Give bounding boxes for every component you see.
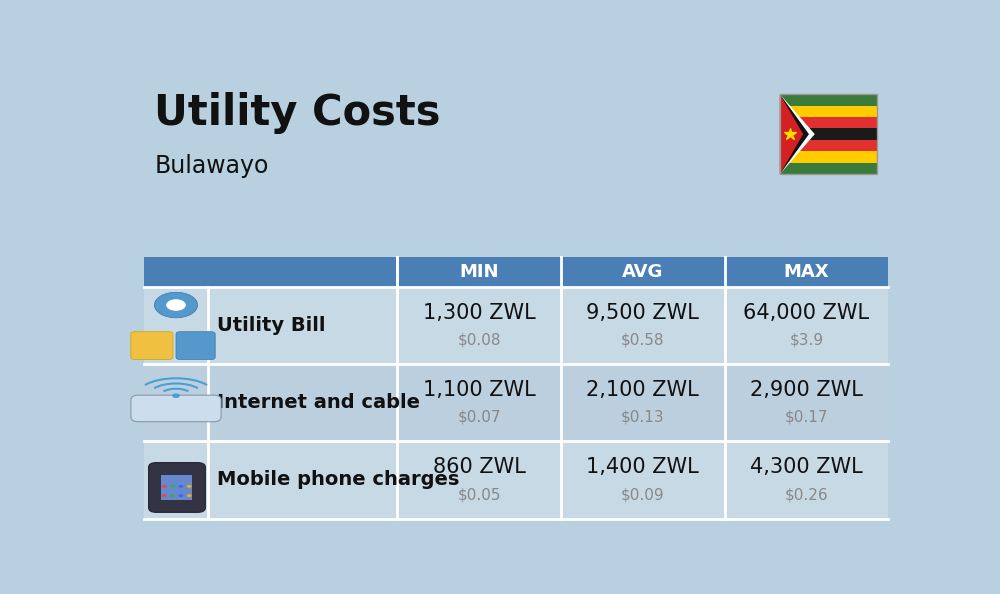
Circle shape xyxy=(162,494,167,497)
Bar xyxy=(780,151,877,163)
Text: Mobile phone charges: Mobile phone charges xyxy=(217,470,459,489)
Bar xyxy=(780,163,877,174)
Bar xyxy=(144,364,888,441)
FancyBboxPatch shape xyxy=(149,463,205,513)
Text: MAX: MAX xyxy=(784,263,829,280)
Circle shape xyxy=(162,485,167,488)
Bar xyxy=(161,475,192,500)
Text: $0.13: $0.13 xyxy=(621,410,665,425)
Text: 2,900 ZWL: 2,900 ZWL xyxy=(750,380,863,400)
Bar xyxy=(144,257,888,287)
Bar xyxy=(144,287,888,364)
Circle shape xyxy=(170,485,175,488)
Text: Bulawayo: Bulawayo xyxy=(154,154,269,178)
Bar xyxy=(144,441,888,519)
Circle shape xyxy=(178,485,183,488)
Text: Utility Bill: Utility Bill xyxy=(217,316,325,335)
Bar xyxy=(144,287,208,364)
Text: 64,000 ZWL: 64,000 ZWL xyxy=(743,302,870,323)
Text: AVG: AVG xyxy=(622,263,664,280)
Text: 1,300 ZWL: 1,300 ZWL xyxy=(423,302,536,323)
Circle shape xyxy=(178,494,183,497)
Circle shape xyxy=(166,299,186,311)
Circle shape xyxy=(187,485,192,488)
FancyBboxPatch shape xyxy=(131,395,221,422)
Bar xyxy=(780,94,877,106)
Polygon shape xyxy=(780,94,809,174)
Text: $0.58: $0.58 xyxy=(621,333,665,347)
Text: $0.09: $0.09 xyxy=(621,487,665,502)
Bar xyxy=(780,94,877,174)
Bar xyxy=(780,140,877,151)
Polygon shape xyxy=(780,94,803,174)
Text: $0.26: $0.26 xyxy=(785,487,828,502)
Text: 1,100 ZWL: 1,100 ZWL xyxy=(423,380,536,400)
Circle shape xyxy=(154,292,198,318)
Text: $0.07: $0.07 xyxy=(457,410,501,425)
Bar xyxy=(144,364,208,441)
Bar xyxy=(780,128,877,140)
Text: 1,400 ZWL: 1,400 ZWL xyxy=(586,457,699,477)
Text: 9,500 ZWL: 9,500 ZWL xyxy=(586,302,699,323)
Text: Utility Costs: Utility Costs xyxy=(154,92,441,134)
Text: $3.9: $3.9 xyxy=(789,333,824,347)
Text: MIN: MIN xyxy=(459,263,499,280)
Bar xyxy=(780,106,877,117)
Text: Internet and cable: Internet and cable xyxy=(217,393,420,412)
Text: 2,100 ZWL: 2,100 ZWL xyxy=(586,380,699,400)
FancyBboxPatch shape xyxy=(131,331,173,359)
Circle shape xyxy=(170,494,175,497)
Polygon shape xyxy=(780,94,815,174)
Circle shape xyxy=(187,494,192,497)
Text: 4,300 ZWL: 4,300 ZWL xyxy=(750,457,863,477)
Bar xyxy=(780,117,877,128)
Circle shape xyxy=(172,393,180,398)
Text: $0.08: $0.08 xyxy=(457,333,501,347)
FancyBboxPatch shape xyxy=(176,331,215,359)
Text: $0.17: $0.17 xyxy=(785,410,828,425)
Bar xyxy=(144,441,208,519)
Text: $0.05: $0.05 xyxy=(457,487,501,502)
Text: 860 ZWL: 860 ZWL xyxy=(433,457,526,477)
